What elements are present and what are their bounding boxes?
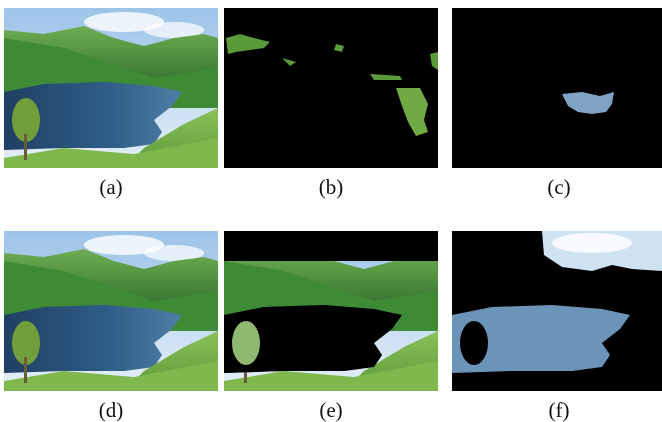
caption-a: (a) xyxy=(99,175,123,199)
panel-a-image xyxy=(4,8,218,168)
lake-mask-icon xyxy=(452,8,662,168)
caption-e: (e) xyxy=(319,398,343,422)
caption-c: (c) xyxy=(547,175,571,199)
landscape-photo-icon xyxy=(4,8,218,168)
panel-d-image xyxy=(4,231,218,391)
panel-b-image xyxy=(224,8,438,168)
panel-e-image xyxy=(224,231,438,391)
hills-segment-icon xyxy=(224,231,438,391)
caption-d: (d) xyxy=(98,398,124,422)
lake-sky-segment-icon xyxy=(452,231,662,391)
panel-c-image xyxy=(452,8,662,168)
panel-f-image xyxy=(452,231,662,391)
vegetation-mask-icon xyxy=(224,8,438,168)
caption-f: (f) xyxy=(548,398,570,422)
landscape-photo-icon xyxy=(4,231,218,391)
caption-b: (b) xyxy=(318,175,344,199)
